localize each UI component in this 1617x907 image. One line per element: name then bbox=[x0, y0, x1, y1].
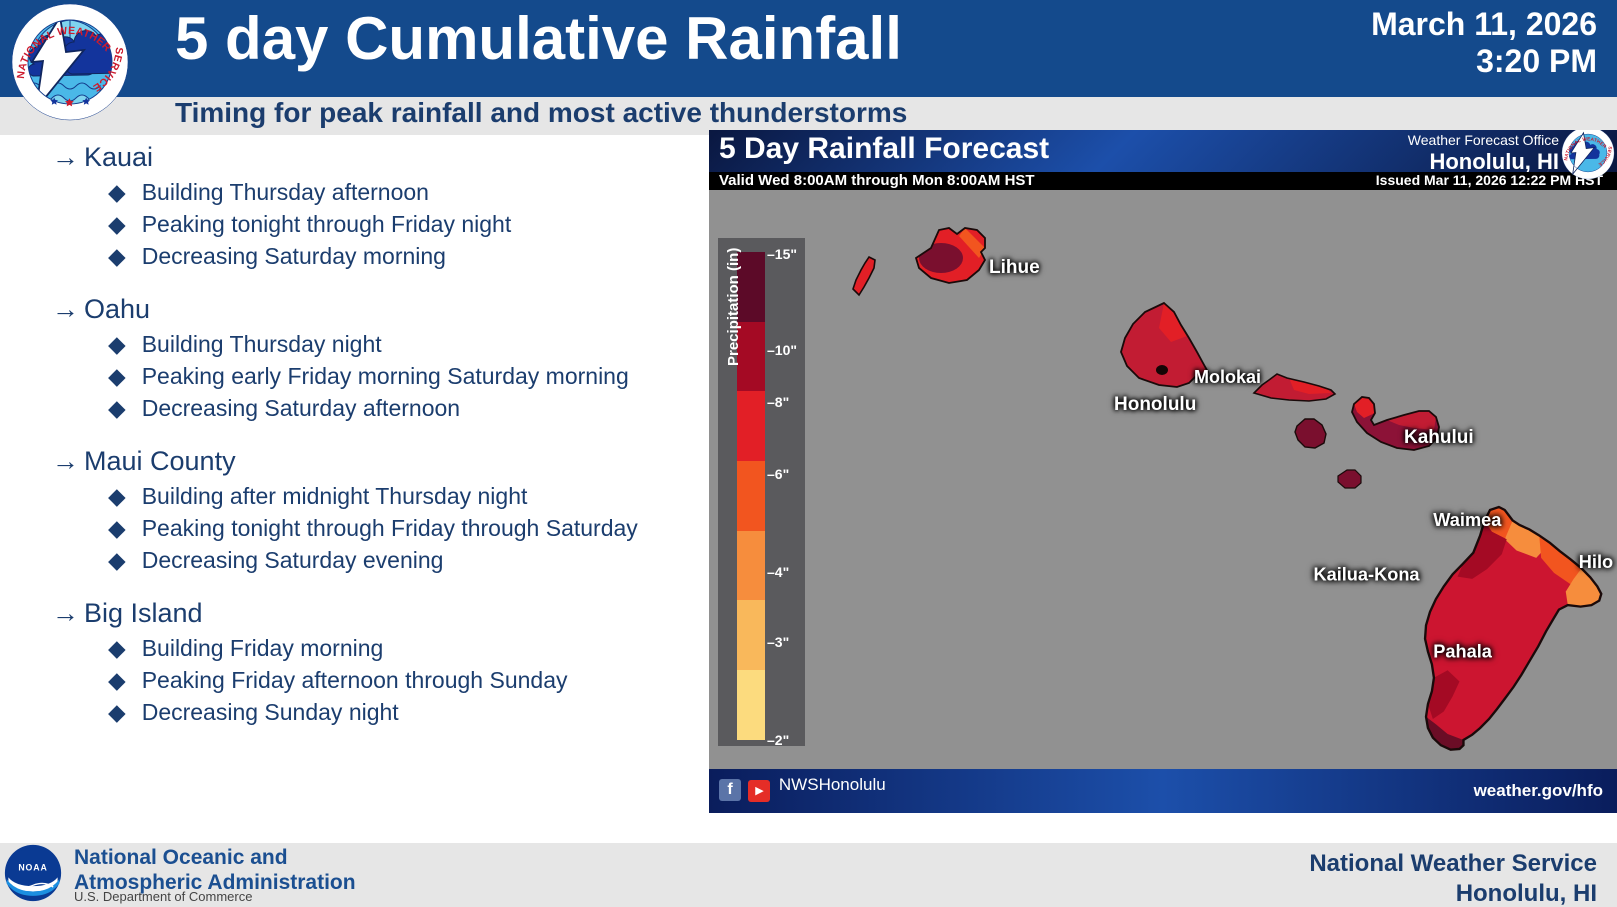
svg-text:Kahului: Kahului bbox=[1404, 427, 1474, 448]
svg-text:Lihue: Lihue bbox=[989, 257, 1040, 278]
svg-text:Molokai: Molokai bbox=[1194, 367, 1261, 387]
svg-text:Waimea: Waimea bbox=[1433, 510, 1502, 530]
svg-text:Honolulu: Honolulu bbox=[1114, 394, 1196, 415]
svg-text:NOAA: NOAA bbox=[18, 862, 47, 872]
svg-text:Kailua-Kona: Kailua-Kona bbox=[1313, 565, 1420, 585]
svg-text:Hilo: Hilo bbox=[1579, 552, 1613, 572]
svg-text:Pahala: Pahala bbox=[1433, 642, 1493, 662]
